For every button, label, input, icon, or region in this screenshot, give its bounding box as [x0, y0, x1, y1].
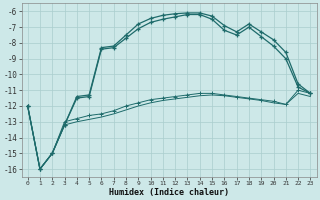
X-axis label: Humidex (Indice chaleur): Humidex (Indice chaleur) [109, 188, 229, 197]
